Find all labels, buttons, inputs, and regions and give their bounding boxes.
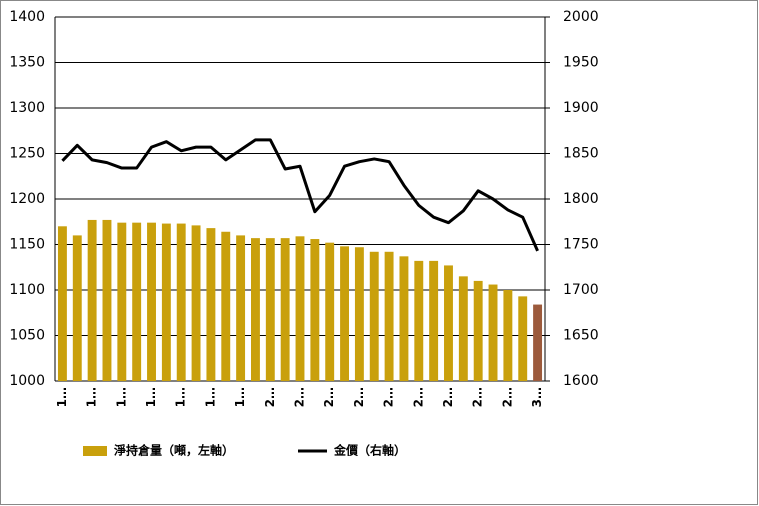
- y-tick-label: 1200: [9, 191, 45, 207]
- y-tick-label: 1350: [9, 55, 45, 71]
- x-tick-label: 1…: [55, 387, 69, 407]
- x-tick-label: 2…: [471, 387, 485, 407]
- y2-tick-label: 1900: [563, 100, 599, 116]
- x-tick-label: 1…: [85, 387, 99, 407]
- bar: [399, 256, 409, 381]
- bar: [369, 251, 379, 381]
- y2-tick-label: 1650: [563, 328, 599, 344]
- x-tick-label: 1…: [144, 387, 158, 407]
- y-tick-label: 1100: [9, 282, 45, 298]
- x-tick-label: 2…: [352, 387, 366, 407]
- x-tick-label: 2…: [293, 387, 307, 407]
- bar: [354, 247, 364, 381]
- y2-tick-label: 1700: [563, 282, 599, 298]
- y-tick-label: 1000: [9, 373, 45, 389]
- bar: [444, 265, 453, 381]
- line: [61, 138, 539, 252]
- bar: [161, 223, 171, 381]
- x-tick-label: 1…: [114, 387, 128, 407]
- y2-tick-label: 1600: [563, 373, 599, 389]
- bar: [57, 226, 67, 381]
- bar: [265, 238, 275, 381]
- bar: [473, 280, 483, 381]
- legend: 淨持倉量（噸，左軸） 金價（右軸）: [83, 443, 406, 458]
- bar: [458, 276, 468, 381]
- bar: [102, 219, 112, 381]
- bar: [280, 238, 290, 381]
- x-tick-label: 1…: [203, 387, 217, 407]
- bar: [518, 296, 528, 381]
- bar: [191, 225, 201, 381]
- bar: [87, 219, 97, 381]
- bar: [310, 239, 320, 381]
- y2-tick-label: 1750: [563, 237, 599, 253]
- bar: [414, 260, 424, 381]
- y-tick-label: 1400: [9, 9, 45, 25]
- bar: [429, 260, 439, 381]
- bar: [72, 235, 82, 381]
- bar: [236, 235, 246, 381]
- bar: [295, 236, 305, 381]
- x-tick-label: 2…: [500, 387, 514, 407]
- bar: [251, 238, 260, 381]
- y-tick-label: 1250: [9, 146, 45, 162]
- y2-tick-label: 1800: [563, 191, 599, 207]
- x-tick-label: 3…: [530, 387, 544, 407]
- bar: [176, 223, 186, 381]
- bar: [488, 284, 498, 381]
- legend-swatch: [83, 446, 107, 456]
- bar: [206, 228, 216, 381]
- y2-tick-label: 1950: [563, 55, 599, 71]
- x-tick-label: 2…: [322, 387, 336, 407]
- bar: [340, 246, 349, 381]
- y-tick-label: 1050: [9, 328, 45, 344]
- x-tick-label: 1…: [233, 387, 247, 407]
- legend-label: 淨持倉量（噸，左軸）: [113, 443, 234, 458]
- bar: [147, 222, 156, 381]
- bar: [384, 251, 394, 381]
- x-tick-label: 2…: [382, 387, 396, 407]
- y2-tick-label: 1850: [563, 146, 599, 162]
- bar: [117, 222, 127, 381]
- legend-label: 金價（右軸）: [333, 443, 406, 458]
- y2-tick-label: 2000: [563, 9, 599, 25]
- x-tick-label: 1…: [174, 387, 188, 407]
- bar: [221, 231, 231, 381]
- bar: [533, 304, 543, 381]
- bar: [503, 290, 513, 381]
- y-tick-label: 1150: [9, 237, 45, 253]
- x-tick-label: 2…: [441, 387, 455, 407]
- bar: [132, 222, 142, 381]
- bar: [325, 242, 335, 381]
- y-tick-label: 1300: [9, 100, 45, 116]
- x-tick-label: 2…: [411, 387, 425, 407]
- x-tick-label: 2…: [263, 387, 277, 407]
